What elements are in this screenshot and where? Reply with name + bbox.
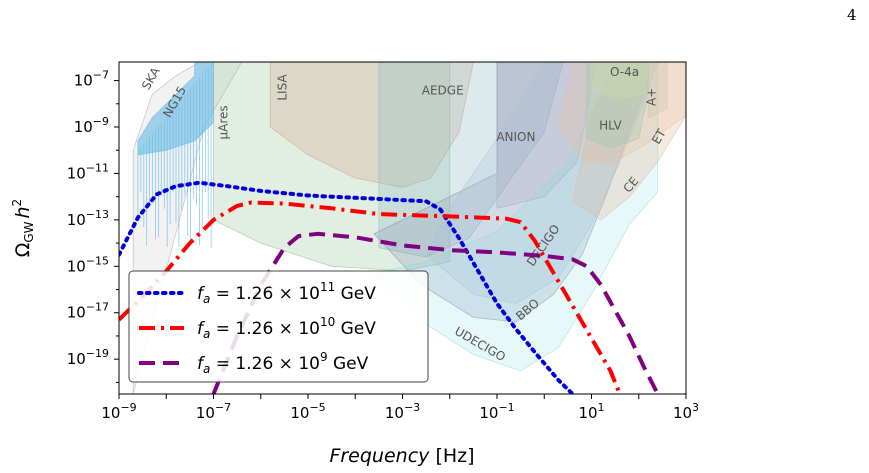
legend-label-1: fa = 1.26 × 1011 GeV	[197, 280, 376, 306]
region-a	[647, 62, 668, 119]
spectrum-curves	[119, 180, 660, 394]
x-axis-ticks: 10−9 10−7 10−5 10−3 10−1 101 103	[101, 394, 699, 422]
region-aedge	[378, 62, 564, 258]
page-number: 4	[847, 6, 857, 24]
region-bbo	[373, 62, 649, 323]
x-tick-label: 10−1	[479, 401, 514, 422]
ng15-violin-spikes	[137, 63, 212, 248]
region-label-a: A+	[644, 88, 658, 106]
x-tick-label: 10−3	[385, 401, 420, 422]
region-lisa	[269, 62, 474, 188]
x-tick-label: 103	[673, 401, 699, 422]
y-axis-title-sub: GW	[22, 221, 36, 242]
region-label-hlv: HLV	[599, 118, 622, 132]
x-axis-title: Frequency [Hz]	[329, 445, 474, 467]
y-axis-title-sup: 2	[10, 199, 24, 207]
region-label-et: ET	[649, 126, 669, 146]
y-axis-title: ΩGW h2	[10, 199, 36, 257]
y-tick-label: 10−17	[67, 301, 109, 322]
y-tick-label: 10−15	[67, 254, 109, 275]
region-label-anion: ANION	[496, 130, 535, 144]
series-line-2	[119, 200, 622, 394]
legend-label-3: fa = 1.26 × 109 GeV	[197, 350, 369, 376]
x-axis-title-main: Frequency	[329, 445, 430, 467]
legend-label-2: fa = 1.26 × 1010 GeV	[197, 315, 376, 341]
y-axis-title-base: Ω	[12, 243, 34, 258]
y-tick-label: 10−19	[67, 347, 109, 368]
y-tick-label: 10−7	[74, 69, 109, 90]
y-tick-label: 10−13	[67, 208, 109, 229]
series-line-1	[119, 180, 575, 394]
region-label-lisa: LISA	[276, 74, 290, 101]
legend-box	[128, 270, 429, 383]
y-tick-label: 10−11	[67, 161, 109, 182]
region-o-4a	[591, 62, 649, 100]
y-tick-label: 10−9	[74, 115, 109, 136]
x-axis-title-unit: [Hz]	[435, 445, 474, 467]
y-axis-title-h: h	[12, 206, 34, 218]
y-axis-ticks: 10−7 10−9 10−11 10−13 10−15 10−17 10−19	[67, 69, 119, 383]
sensitivity-regions	[132, 62, 686, 394]
series-line-3	[211, 231, 660, 394]
region-label-aedge: AEDGE	[422, 84, 464, 98]
region-label-o-4a: O-4a	[610, 65, 639, 79]
region-ce	[572, 62, 686, 221]
x-tick-label: 10−7	[196, 401, 231, 422]
region-hlv	[586, 62, 649, 149]
x-tick-label: 10−9	[101, 401, 136, 422]
legend: fa = 1.26 × 1011 GeV fa = 1.26 × 1010 GeV…	[128, 270, 429, 383]
x-tick-label: 10−5	[290, 401, 325, 422]
region-et	[557, 62, 686, 165]
region-decigo	[425, 62, 659, 304]
x-tick-label: 101	[578, 401, 604, 422]
region-label-muares: μAres	[217, 105, 231, 139]
